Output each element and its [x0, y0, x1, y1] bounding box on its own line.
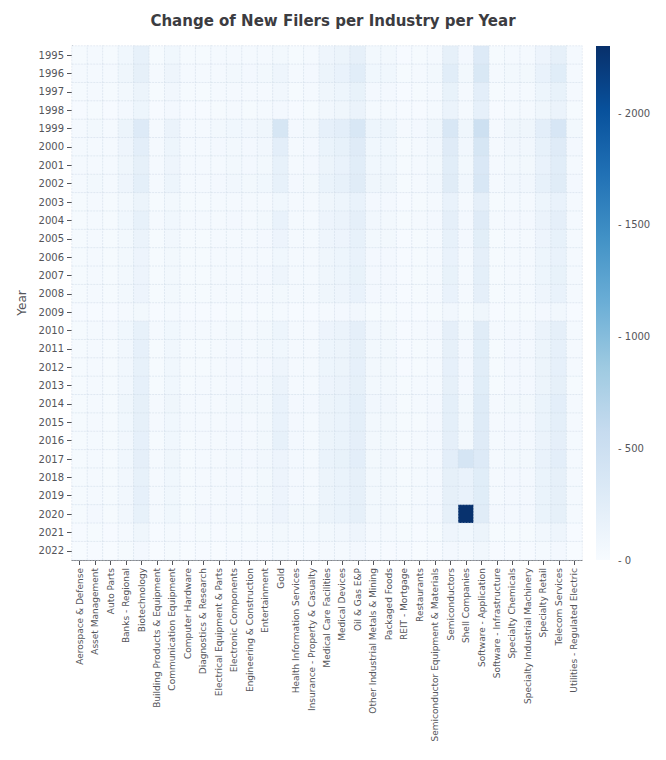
- svg-text:Software - Infrastructure: Software - Infrastructure: [492, 568, 502, 679]
- svg-text:Aerospace & Defense: Aerospace & Defense: [75, 568, 85, 665]
- svg-text:2012: 2012: [39, 362, 64, 373]
- svg-text:Specialty Industrial Machinery: Specialty Industrial Machinery: [523, 567, 533, 704]
- svg-text:Oil & Gas E&P: Oil & Gas E&P: [353, 567, 363, 631]
- svg-text:Utilities - Regulated Electric: Utilities - Regulated Electric: [569, 568, 579, 693]
- svg-text:Engineering & Construction: Engineering & Construction: [245, 568, 255, 692]
- svg-text:2017: 2017: [39, 454, 64, 465]
- svg-text:Electronic Components: Electronic Components: [229, 568, 239, 672]
- svg-text:Entertainment: Entertainment: [260, 568, 270, 633]
- svg-text:- 1500: - 1500: [618, 219, 650, 230]
- svg-text:Telecom Services: Telecom Services: [554, 568, 564, 647]
- svg-text:Software - Application: Software - Application: [477, 568, 487, 667]
- svg-text:2013: 2013: [39, 380, 64, 391]
- svg-text:2018: 2018: [39, 472, 64, 483]
- svg-text:Shell Companies: Shell Companies: [461, 568, 471, 643]
- svg-text:Electrical Equipment & Parts: Electrical Equipment & Parts: [214, 568, 224, 697]
- svg-text:Restaurants: Restaurants: [415, 568, 425, 622]
- svg-text:Computer Hardware: Computer Hardware: [183, 568, 193, 660]
- svg-text:2002: 2002: [39, 178, 64, 189]
- svg-text:Semiconductors: Semiconductors: [446, 568, 456, 641]
- svg-text:2008: 2008: [39, 288, 64, 299]
- svg-text:Year: Year: [15, 290, 29, 316]
- svg-text:Other Industrial Metals & Mini: Other Industrial Metals & Mining: [368, 568, 378, 714]
- svg-text:2001: 2001: [39, 160, 64, 171]
- svg-text:Health Information Services: Health Information Services: [291, 568, 301, 694]
- svg-text:1997: 1997: [39, 86, 64, 97]
- svg-text:Communication Equipment: Communication Equipment: [167, 568, 177, 691]
- svg-text:2019: 2019: [39, 490, 64, 501]
- svg-text:2021: 2021: [39, 527, 64, 538]
- svg-text:2005: 2005: [39, 233, 64, 244]
- svg-text:2016: 2016: [39, 435, 64, 446]
- svg-text:Medical Devices: Medical Devices: [337, 568, 347, 641]
- svg-text:2011: 2011: [39, 343, 64, 354]
- svg-text:REIT - Mortgage: REIT - Mortgage: [399, 568, 409, 641]
- svg-text:2010: 2010: [39, 325, 64, 336]
- svg-text:2014: 2014: [39, 398, 64, 409]
- svg-text:1996: 1996: [39, 68, 64, 79]
- svg-text:2015: 2015: [39, 417, 64, 428]
- svg-text:1999: 1999: [39, 123, 64, 134]
- svg-text:2009: 2009: [39, 307, 64, 318]
- svg-text:Specialty Retail: Specialty Retail: [538, 568, 548, 638]
- svg-text:1995: 1995: [39, 50, 64, 61]
- svg-text:Medical Care Facilities: Medical Care Facilities: [322, 568, 332, 668]
- svg-text:2000: 2000: [39, 141, 64, 152]
- svg-text:Banks - Regional: Banks - Regional: [121, 568, 131, 643]
- svg-text:2022: 2022: [39, 545, 64, 556]
- svg-text:- 1000: - 1000: [618, 331, 650, 342]
- svg-text:2006: 2006: [39, 252, 64, 263]
- svg-text:Biotechnology: Biotechnology: [137, 567, 147, 632]
- svg-text:- 2000: - 2000: [618, 108, 650, 119]
- svg-text:Insurance - Property & Casualt: Insurance - Property & Casualty: [307, 567, 317, 711]
- svg-text:Building Products & Equipment: Building Products & Equipment: [152, 568, 162, 708]
- svg-text:2003: 2003: [39, 197, 64, 208]
- svg-text:Change of New Filers per Indus: Change of New Filers per Industry per Ye…: [150, 12, 516, 30]
- svg-text:Semiconductor Equipment & Mate: Semiconductor Equipment & Materials: [430, 568, 440, 742]
- svg-text:Asset Management: Asset Management: [90, 568, 100, 655]
- svg-text:Gold: Gold: [276, 568, 286, 589]
- svg-text:- 0: - 0: [618, 555, 631, 566]
- svg-text:2004: 2004: [39, 215, 64, 226]
- svg-text:Auto Parts: Auto Parts: [106, 568, 116, 615]
- svg-text:Diagnostics & Research: Diagnostics & Research: [198, 568, 208, 674]
- svg-text:- 500: - 500: [618, 443, 644, 454]
- svg-text:2020: 2020: [39, 509, 64, 520]
- svg-text:Specialty Chemicals: Specialty Chemicals: [507, 568, 517, 659]
- svg-text:1998: 1998: [39, 105, 64, 116]
- svg-text:2007: 2007: [39, 270, 64, 281]
- svg-text:Packaged Foods: Packaged Foods: [384, 568, 394, 640]
